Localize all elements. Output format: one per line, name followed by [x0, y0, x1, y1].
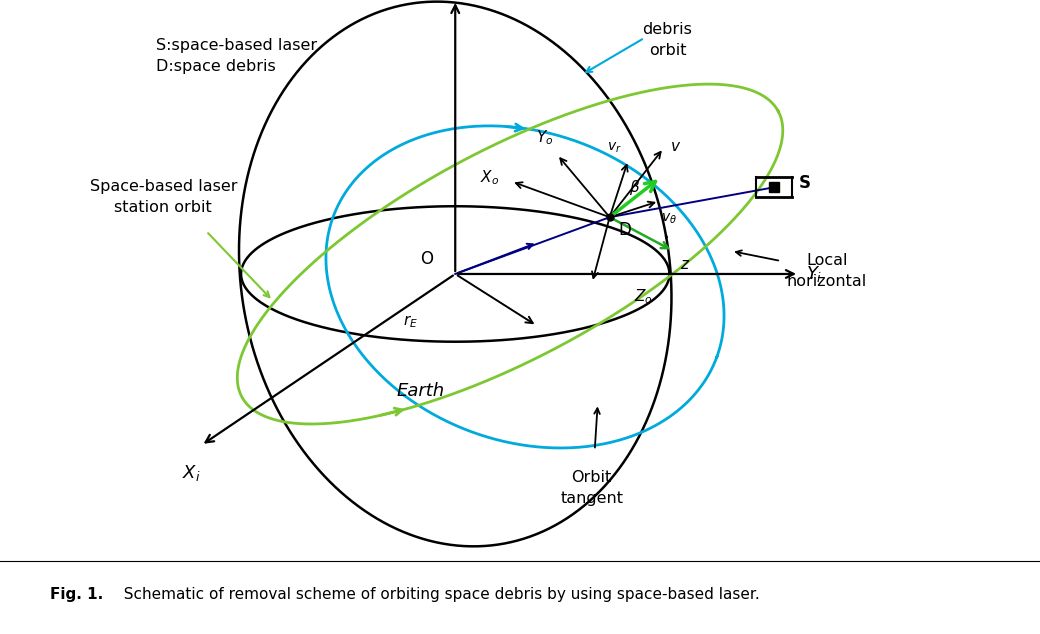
Text: $z$: $z$ — [680, 257, 691, 272]
Text: $v$: $v$ — [670, 139, 681, 153]
Text: $\beta$: $\beta$ — [629, 178, 641, 197]
Text: O: O — [420, 250, 434, 268]
Text: debris
orbit: debris orbit — [643, 22, 693, 58]
Text: $v_r$: $v_r$ — [607, 141, 622, 155]
Text: Orbit
tangent: Orbit tangent — [561, 470, 623, 506]
Text: $v_\theta$: $v_\theta$ — [661, 211, 677, 226]
Text: Space-based laser
station orbit: Space-based laser station orbit — [89, 179, 237, 216]
Text: Fig. 1.: Fig. 1. — [50, 587, 103, 602]
Text: $X_i$: $X_i$ — [182, 463, 201, 483]
Text: S:space-based laser
D:space debris: S:space-based laser D:space debris — [156, 38, 317, 74]
Text: Local
horizontal: Local horizontal — [786, 253, 867, 289]
Text: Schematic of removal scheme of orbiting space debris by using space-based laser.: Schematic of removal scheme of orbiting … — [114, 587, 760, 602]
Text: S: S — [799, 174, 811, 192]
Text: D: D — [619, 221, 631, 239]
Text: $Y_i$: $Y_i$ — [806, 264, 823, 284]
Text: $Z_o$: $Z_o$ — [634, 288, 653, 306]
Text: $r_E$: $r_E$ — [402, 313, 418, 330]
Text: $Y_o$: $Y_o$ — [536, 128, 553, 146]
Text: $X_o$: $X_o$ — [480, 168, 499, 187]
Text: Earth: Earth — [396, 382, 444, 399]
